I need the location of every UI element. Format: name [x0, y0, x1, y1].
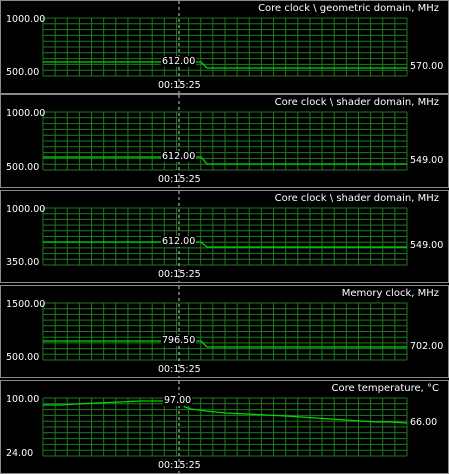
graph-plot	[42, 286, 408, 377]
graph-panel-memory-clock: Memory clock, MHz 1500.00 500.00 796.50 …	[0, 285, 449, 378]
cursor-value-label: 612.00	[161, 151, 197, 162]
cursor-time-label: 00:15:25	[158, 174, 201, 185]
y-axis-max-label: 1000.00	[6, 14, 46, 25]
cursor-value-label: 612.00	[161, 56, 197, 67]
y-axis-min-label: 24.00	[6, 448, 34, 459]
sensor-trace-line	[43, 61, 407, 69]
graph-grid	[42, 207, 408, 266]
graph-grid	[42, 111, 408, 171]
current-value-label: 570.00	[410, 61, 444, 72]
current-value-label: 549.00	[410, 155, 444, 166]
panel-title: Core clock \ shader domain, MHz	[274, 193, 439, 204]
graph-panel-core-clock-geometric: Core clock \ geometric domain, MHz 1000.…	[0, 0, 449, 94]
cursor-time-label: 00:15:25	[158, 80, 201, 91]
y-axis-max-label: 1000.00	[6, 204, 46, 215]
graph-panel-core-temperature: Core temperature, °C 100.00 24.00 97.00 …	[0, 380, 449, 474]
cursor-time-label: 00:15:25	[158, 460, 201, 471]
cursor-value-label: 796.50	[161, 335, 197, 346]
panel-title: Core clock \ shader domain, MHz	[274, 97, 439, 108]
cursor-time-label: 00:15:25	[158, 269, 201, 280]
cursor-time-label: 00:15:25	[158, 364, 201, 375]
cursor-value-label: 612.00	[161, 236, 197, 247]
panel-title: Core clock \ geometric domain, MHz	[258, 3, 439, 14]
cursor-value-label: 97.00	[163, 395, 193, 406]
y-axis-max-label: 1000.00	[6, 108, 46, 119]
sensor-trace-line	[43, 156, 407, 165]
sensor-trace-line	[43, 400, 408, 424]
graph-grid	[42, 302, 408, 361]
current-value-label: 66.00	[410, 417, 438, 428]
current-value-label: 549.00	[410, 240, 444, 251]
y-axis-min-label: 350.00	[6, 257, 40, 268]
graph-grid	[42, 397, 408, 457]
graph-plot	[42, 95, 408, 187]
panel-title: Core temperature, °C	[331, 383, 439, 394]
panel-title: Memory clock, MHz	[341, 288, 439, 299]
y-axis-min-label: 500.00	[6, 352, 40, 363]
current-value-label: 702.00	[410, 341, 444, 352]
y-axis-min-label: 500.00	[6, 67, 40, 78]
graph-grid	[42, 17, 408, 77]
y-axis-max-label: 100.00	[6, 394, 40, 405]
y-axis-max-label: 1500.00	[6, 299, 46, 310]
graph-plot	[42, 381, 408, 473]
graph-plot	[42, 191, 408, 282]
graph-plot	[42, 1, 408, 93]
sensor-trace-line	[43, 340, 407, 348]
graph-panel-core-clock-shader: Core clock \ shader domain, MHz 1000.00 …	[0, 94, 449, 188]
y-axis-min-label: 500.00	[6, 162, 40, 173]
graph-panel-core-clock-shader-2: Core clock \ shader domain, MHz 1000.00 …	[0, 190, 449, 283]
sensor-trace-line	[43, 241, 407, 248]
